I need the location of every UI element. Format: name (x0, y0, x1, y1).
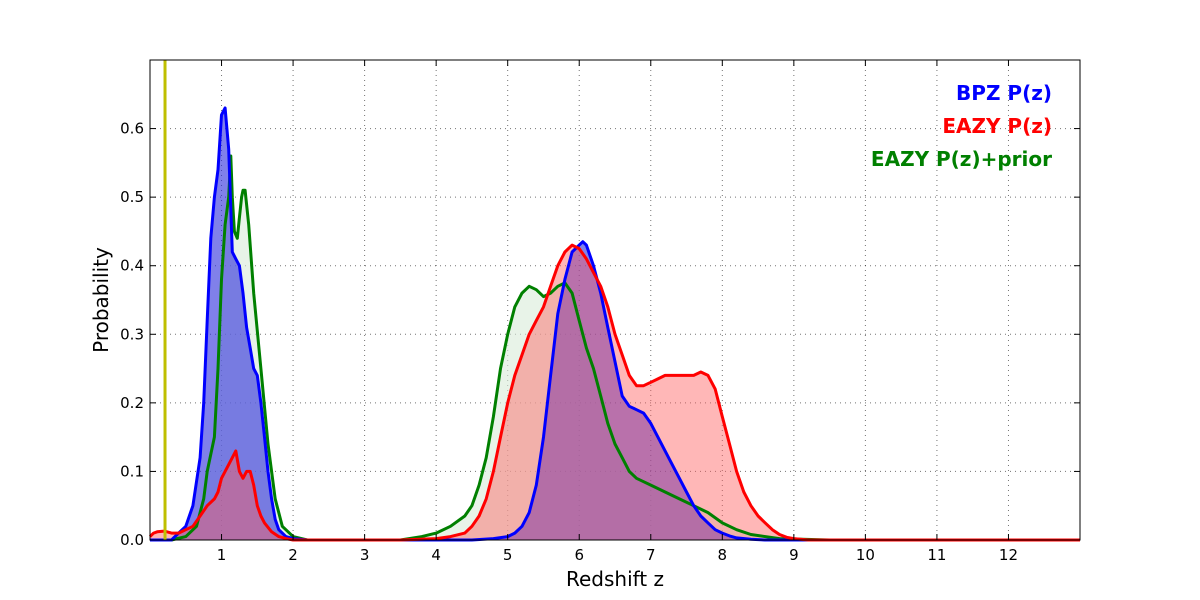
series-lines (148, 106, 1080, 542)
x-tick-label-7: 7 (646, 546, 656, 564)
x-tick-label-9: 9 (789, 546, 799, 564)
y-axis-label: Probability (89, 247, 113, 353)
series-fills (150, 108, 1080, 540)
legend: BPZ P(z) EAZY P(z) EAZY P(z)+prior (871, 81, 1052, 171)
x-tick-label-6: 6 (574, 546, 584, 564)
x-tick-label-12: 12 (999, 546, 1018, 564)
y-tick-label-0.5: 0.5 (120, 188, 144, 206)
legend-entry-eazy-prior: EAZY P(z)+prior (871, 147, 1052, 171)
x-tick-label-4: 4 (431, 546, 441, 564)
axis-ticks: 1 2 3 4 5 6 7 8 9 10 11 120.00.10.20.30.40.50.6 (120, 60, 1080, 564)
x-tick-label-3: 3 (360, 546, 370, 564)
y-tick-label-0.3: 0.3 (120, 325, 144, 343)
x-tick-label-11: 11 (927, 546, 946, 564)
series-fill-eazy-p-z (150, 245, 1080, 540)
series-fill-bpz-p-z (150, 108, 1080, 540)
legend-entry-bpz: BPZ P(z) (956, 81, 1052, 105)
y-tick-label-0.2: 0.2 (120, 394, 144, 412)
x-tick-label-10: 10 (856, 546, 875, 564)
x-axis-label: Redshift z (566, 567, 664, 591)
plot-frame (149, 59, 1081, 541)
y-tick-label-0.6: 0.6 (120, 120, 144, 138)
x-tick-label-5: 5 (503, 546, 513, 564)
y-tick-label-0.1: 0.1 (120, 462, 144, 480)
y-tick-label-0.4: 0.4 (120, 257, 144, 275)
x-tick-label-2: 2 (288, 546, 298, 564)
series-line-eazy-p-z (148, 243, 1080, 542)
x-tick-label-8: 8 (718, 546, 728, 564)
x-tick-label-1: 1 (217, 546, 227, 564)
y-tick-label-0: 0.0 (120, 531, 144, 549)
series-line-bpz-p-z (150, 106, 1080, 542)
legend-entry-eazy: EAZY P(z) (942, 114, 1052, 138)
